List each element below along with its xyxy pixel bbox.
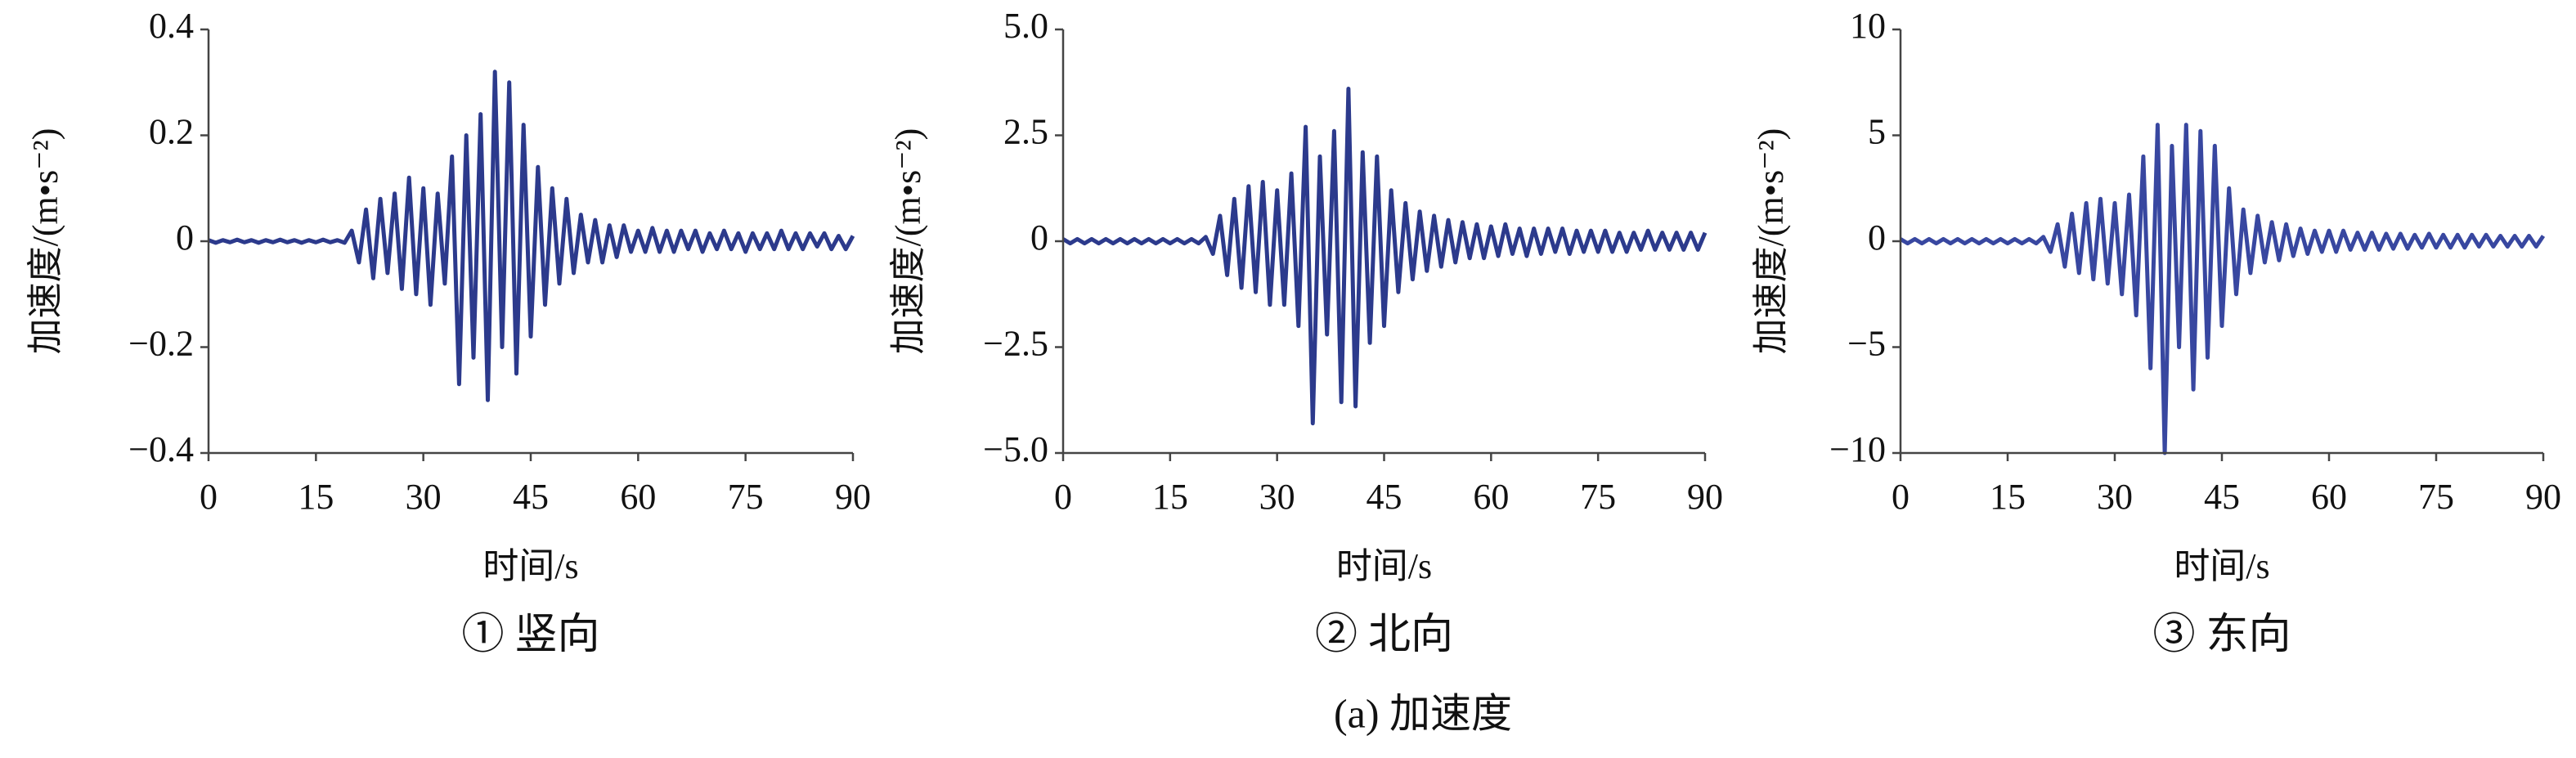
y-tick-label: −2.5 bbox=[983, 324, 1048, 364]
y-tick-label: −0.4 bbox=[128, 429, 194, 469]
y-tick-label: 0.4 bbox=[149, 6, 194, 46]
y-tick-label: 10 bbox=[1850, 6, 1886, 46]
x-tick-label: 30 bbox=[406, 477, 442, 517]
x-tick-label: 15 bbox=[1152, 477, 1188, 517]
x-tick-label: 75 bbox=[2418, 477, 2454, 517]
x-tick-label: 90 bbox=[2525, 477, 2561, 517]
x-tick-label: 30 bbox=[1259, 477, 1295, 517]
x-tick-label: 60 bbox=[1473, 477, 1509, 517]
y-tick-label: 0.2 bbox=[149, 112, 194, 152]
x-tick-label: 75 bbox=[728, 477, 764, 517]
y-tick-label: 0 bbox=[176, 218, 194, 258]
x-tick-label: 15 bbox=[298, 477, 334, 517]
figure-caption: (a) 加速度 bbox=[1334, 690, 1512, 736]
x-tick-label: 15 bbox=[1990, 477, 2026, 517]
y-tick-label: −10 bbox=[1829, 429, 1886, 469]
x-tick-label: 0 bbox=[1054, 477, 1072, 517]
waveform-line bbox=[1061, 87, 1708, 426]
chart-title: ① 竖向 bbox=[461, 612, 599, 658]
y-tick-label: 0 bbox=[1030, 218, 1048, 258]
chart-title: ② 北向 bbox=[1315, 612, 1453, 658]
y-tick-label: −0.2 bbox=[128, 324, 194, 364]
x-tick-label: 60 bbox=[2311, 477, 2347, 517]
waveform-line bbox=[1899, 123, 2546, 455]
x-tick-label: 90 bbox=[835, 477, 871, 517]
waveform-line bbox=[208, 70, 855, 402]
y-tick-label: 5 bbox=[1868, 112, 1886, 152]
chart-title: ③ 东向 bbox=[2152, 612, 2291, 658]
y-tick-label: −5.0 bbox=[983, 429, 1048, 469]
x-tick-label: 75 bbox=[1580, 477, 1616, 517]
x-tick-label: 45 bbox=[1367, 477, 1402, 517]
y-axis-label: 加速度/(m•s⁻²) bbox=[1751, 128, 1791, 355]
x-tick-label: 90 bbox=[1687, 477, 1723, 517]
y-axis-label: 加速度/(m•s⁻²) bbox=[888, 128, 928, 355]
x-axis-label: 时间/s bbox=[482, 546, 578, 586]
x-tick-label: 60 bbox=[620, 477, 656, 517]
y-tick-label: −5 bbox=[1847, 324, 1886, 364]
x-tick-label: 30 bbox=[2097, 477, 2133, 517]
y-axis-label: 加速度/(m•s⁻²) bbox=[25, 128, 65, 355]
x-tick-label: 45 bbox=[2204, 477, 2240, 517]
x-tick-label: 0 bbox=[1892, 477, 1910, 517]
y-tick-label: 2.5 bbox=[1003, 112, 1048, 152]
x-tick-label: 0 bbox=[200, 477, 218, 517]
y-tick-label: 5.0 bbox=[1003, 6, 1048, 46]
x-axis-label: 时间/s bbox=[2174, 546, 2269, 586]
x-axis-label: 时间/s bbox=[1336, 546, 1432, 586]
x-tick-label: 45 bbox=[513, 477, 549, 517]
y-tick-label: 0 bbox=[1868, 218, 1886, 258]
